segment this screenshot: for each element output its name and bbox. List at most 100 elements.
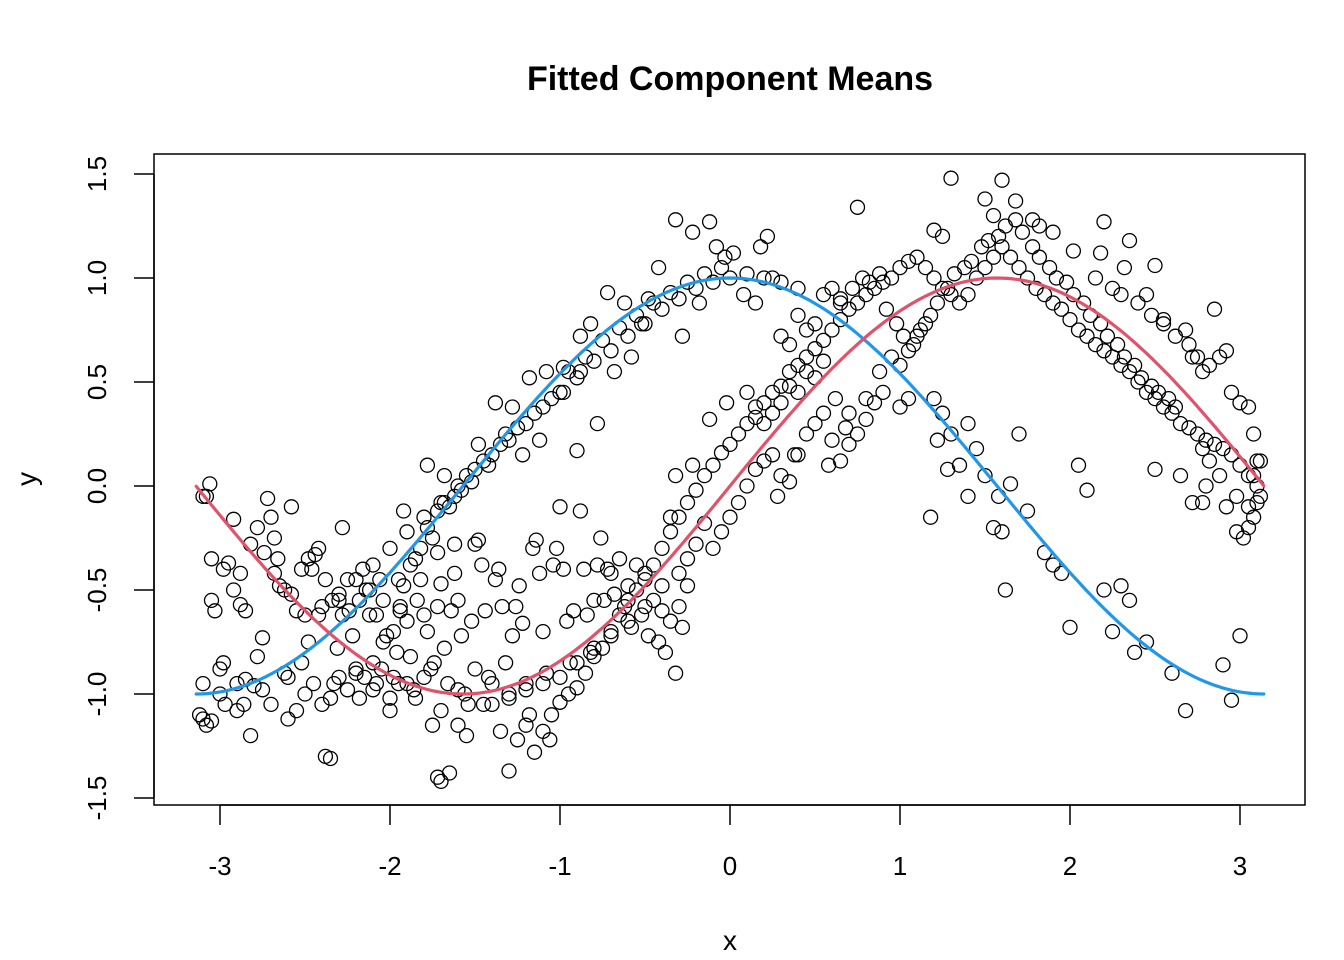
data-point [623,349,640,365]
y-tick-label: 1.0 [82,260,112,296]
data-point [1228,488,1245,505]
x-axis: -3 -2 -1 0 1 2 3 [208,804,1247,881]
data-point [900,343,917,359]
data-point [1002,249,1019,265]
data-point [331,669,347,686]
data-point [637,316,653,332]
data-point [1218,499,1235,515]
data-point [538,363,555,380]
data-point [1087,270,1104,286]
data-point [747,295,764,311]
data-point [679,494,696,511]
data-point [790,447,806,463]
data-point [419,519,436,536]
data-point [628,557,645,573]
data-point [1011,426,1027,442]
data-point [572,503,589,519]
data-point [412,571,429,588]
y-tick-label: -0.5 [82,568,112,613]
data-point [994,524,1010,540]
data-point [603,565,619,582]
data-point [909,249,925,265]
data-point [866,395,883,411]
data-point [1147,257,1163,274]
data-point [518,415,534,432]
data-point [934,228,951,245]
data-point [433,702,449,719]
data-point [841,405,857,421]
data-point [389,644,405,661]
data-point [215,561,232,577]
data-point [552,694,568,710]
data-point [310,540,327,557]
data-point [798,426,815,442]
data-point [494,598,510,615]
data-point [640,628,657,644]
data-point [616,295,633,311]
data-point [314,598,330,615]
data-point [368,607,385,623]
data-point [671,509,687,525]
data-point [773,395,789,411]
x-axis-label: x [723,925,737,956]
data-point [491,561,507,577]
data-point [1045,557,1061,573]
data-point [1164,665,1180,681]
data-point [773,328,789,344]
data-point [535,675,551,692]
data-point [1232,395,1248,411]
data-point [467,661,483,677]
data-point [929,432,946,448]
y-tick-label: 0.0 [82,468,112,504]
data-point [1252,453,1269,469]
data-point [365,682,381,698]
data-point [545,557,561,573]
data-point [1024,239,1041,255]
data-point [637,565,653,582]
data-point [586,648,602,665]
data-point [756,395,772,411]
data-point [701,214,718,230]
data-point [526,744,543,760]
data-point [412,540,429,557]
data-point [1104,623,1121,640]
data-point [815,353,832,369]
data-point [576,561,592,577]
data-point [1194,440,1211,457]
data-point [616,598,633,615]
data-point [1113,578,1129,594]
data-point [1206,301,1223,317]
data-point [565,603,582,619]
data-point [334,519,351,536]
data-point [446,536,463,552]
data-point [1092,245,1109,261]
data-point [198,717,215,733]
data-point [501,763,517,779]
data-point [531,432,548,448]
data-point [1058,274,1075,290]
data-point [764,405,781,421]
data-point [905,336,922,353]
data-point [266,530,283,546]
data-point [611,551,628,567]
data-point [747,399,764,415]
data-point [1167,399,1184,415]
data-point [242,727,259,744]
data-point [824,432,840,448]
data-point [511,578,527,594]
data-point [603,623,619,640]
data-point [781,474,798,490]
data-point [395,578,412,594]
data-point [582,316,599,332]
data-point [475,453,492,469]
data-point [1245,509,1262,525]
data-point [650,259,667,276]
data-point [900,253,917,270]
data-point [997,582,1014,598]
data-point [1138,286,1155,303]
data-point [1189,349,1206,365]
data-point [1099,328,1116,344]
data-point [399,675,415,692]
data-point [207,603,223,619]
data-point [946,266,963,282]
